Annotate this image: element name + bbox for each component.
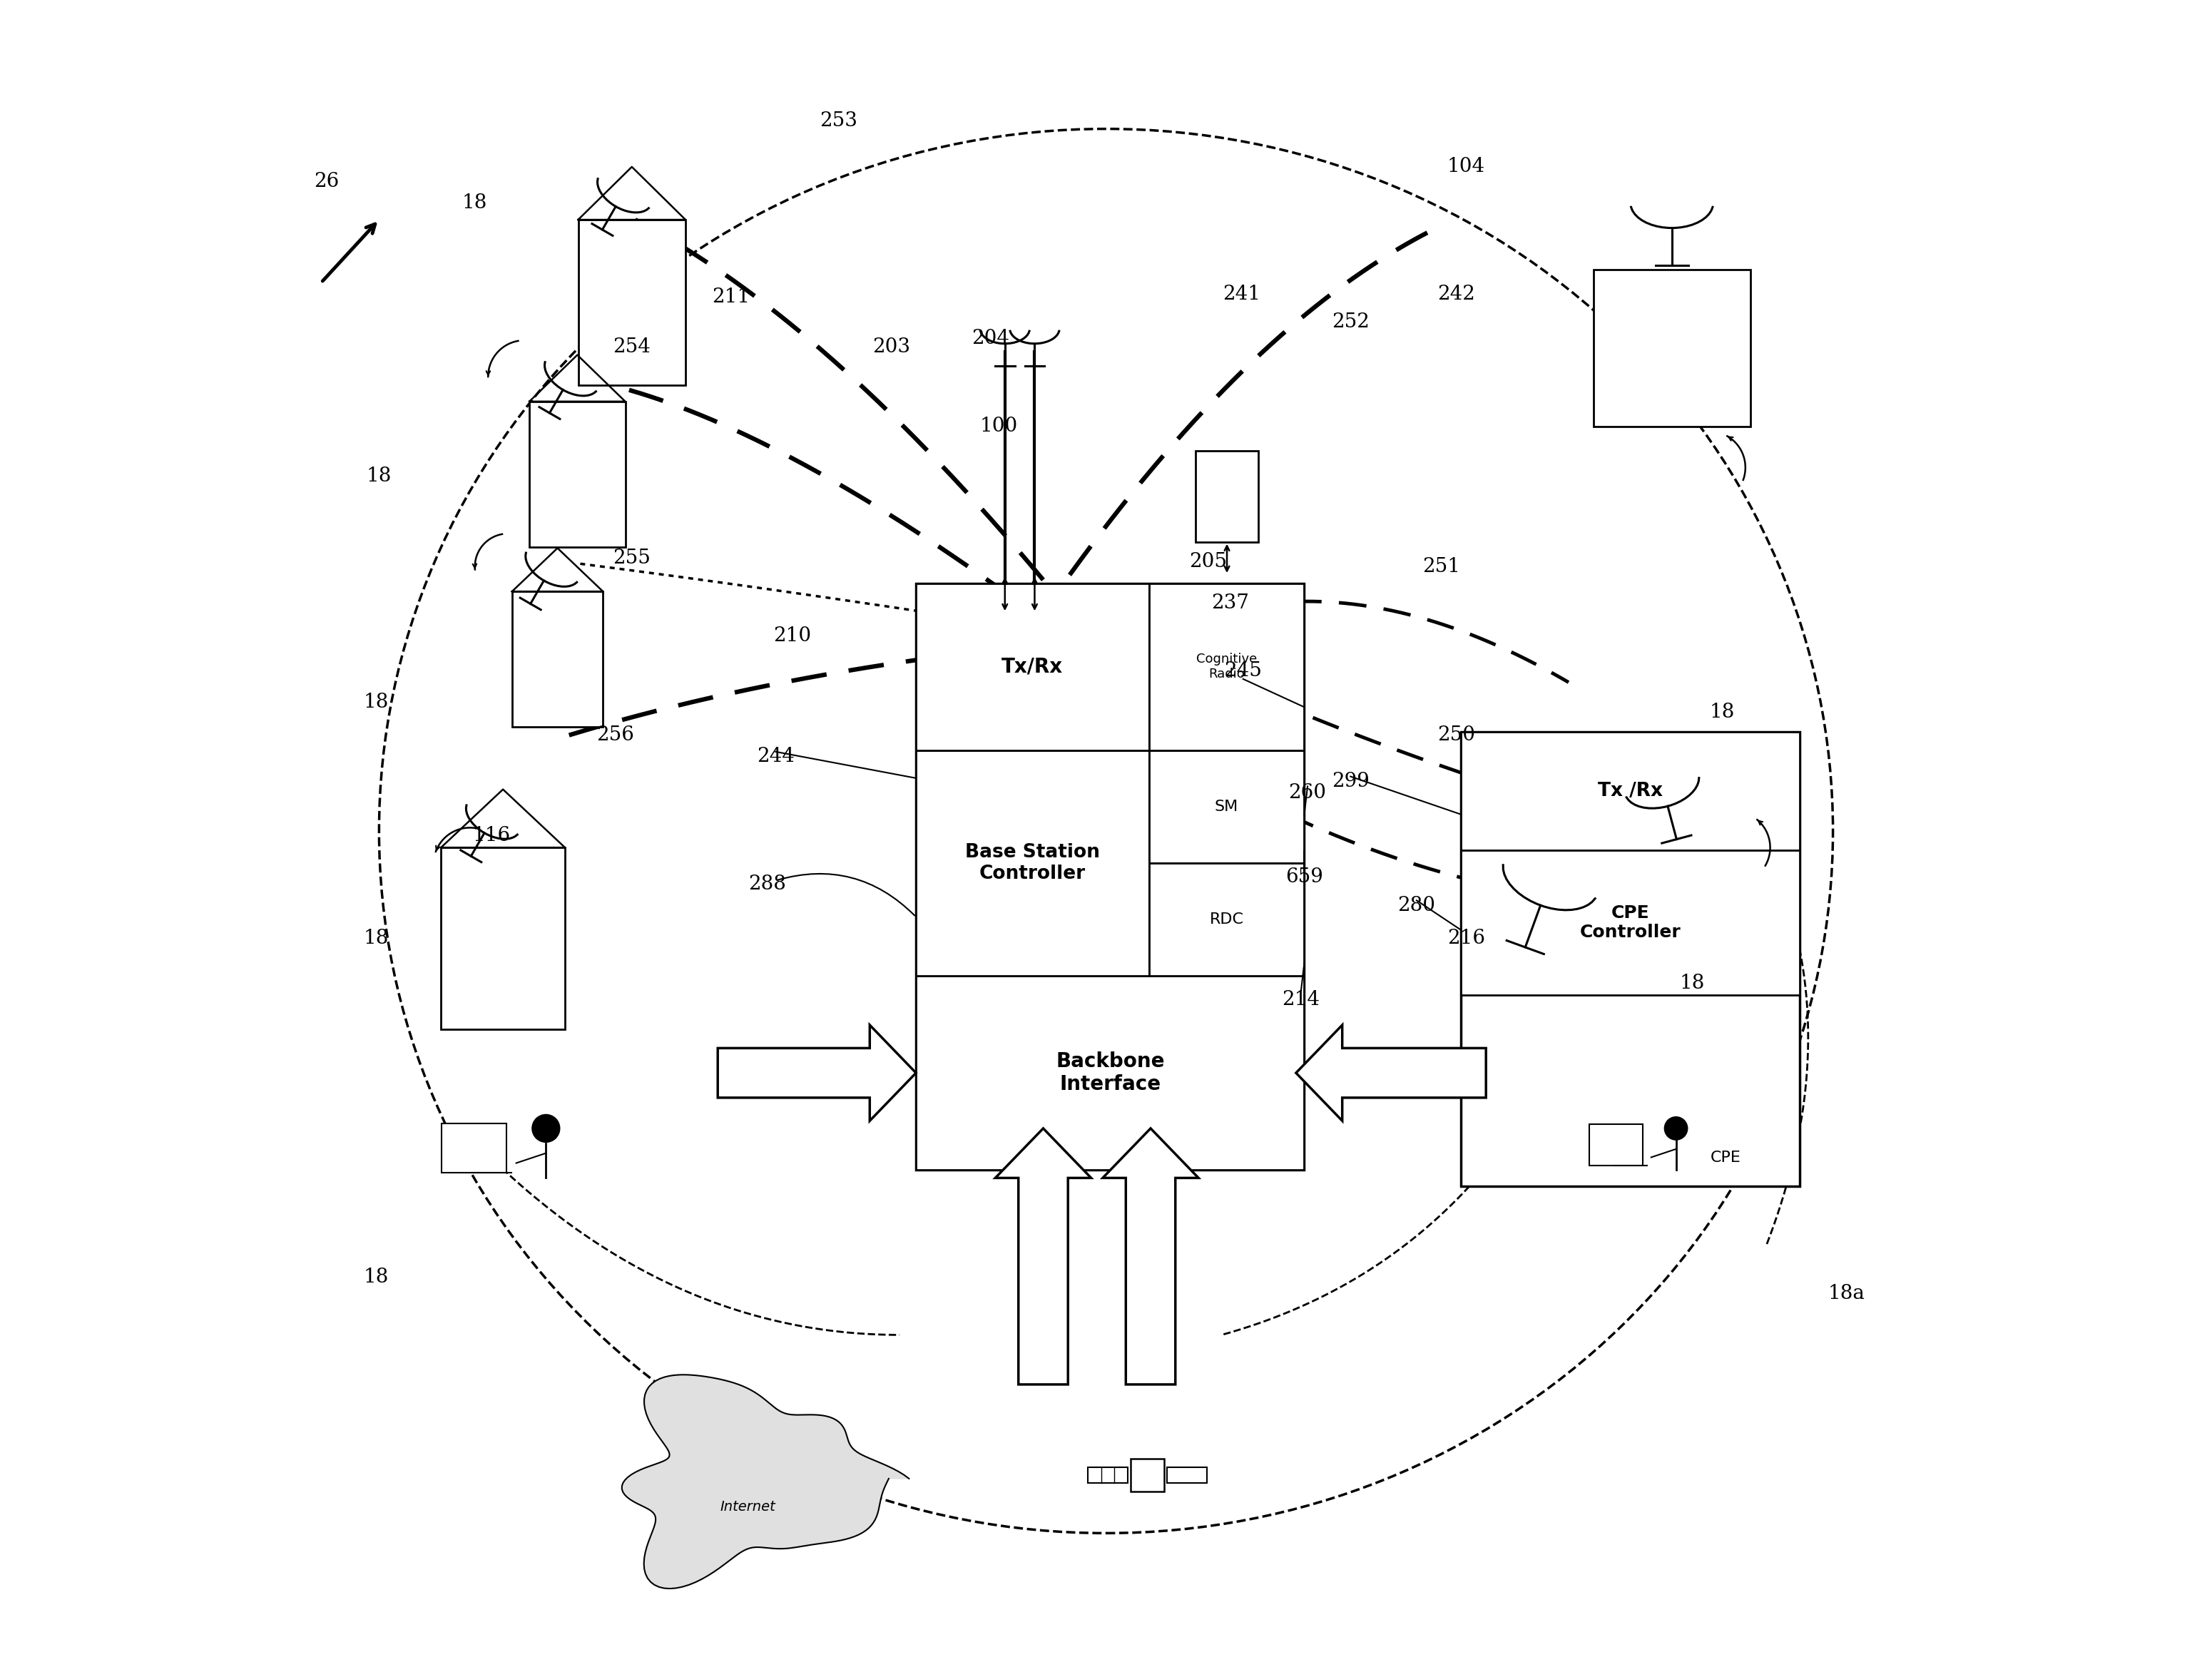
Bar: [1130, 1459, 1164, 1492]
Text: 210: 210: [774, 627, 812, 645]
Bar: [1462, 849, 1801, 996]
Polygon shape: [622, 1374, 909, 1589]
Text: 203: 203: [872, 337, 909, 357]
Text: 241: 241: [1223, 284, 1261, 304]
Text: 253: 253: [818, 111, 858, 130]
Bar: [440, 848, 564, 1029]
Bar: [577, 219, 686, 386]
Text: Tx /Rx: Tx /Rx: [1597, 781, 1663, 799]
Text: 18: 18: [462, 193, 487, 213]
Text: 216: 216: [1447, 929, 1484, 947]
Text: 18: 18: [363, 929, 389, 947]
Text: 659: 659: [1285, 868, 1323, 888]
Text: 255: 255: [613, 548, 650, 568]
Bar: [916, 976, 1305, 1170]
Text: 254: 254: [613, 337, 650, 357]
Text: SM: SM: [1214, 799, 1239, 814]
Text: Base Station
Controller: Base Station Controller: [964, 843, 1099, 883]
Bar: [1462, 731, 1801, 1187]
Text: 299: 299: [1332, 771, 1369, 791]
Text: 245: 245: [1223, 661, 1263, 680]
Bar: [442, 1124, 507, 1173]
Text: 204: 204: [971, 329, 1009, 349]
Text: 244: 244: [757, 746, 794, 766]
Text: 252: 252: [1332, 312, 1369, 332]
FancyArrow shape: [1104, 1128, 1199, 1384]
Bar: [916, 583, 1305, 1170]
Bar: [916, 583, 1148, 750]
Bar: [529, 402, 626, 547]
Bar: [1168, 1468, 1208, 1483]
Text: 26: 26: [314, 173, 338, 191]
FancyArrow shape: [1296, 1025, 1486, 1120]
Text: 242: 242: [1438, 284, 1475, 304]
Text: 237: 237: [1210, 593, 1250, 613]
Text: 250: 250: [1438, 726, 1475, 745]
Text: 18: 18: [363, 693, 389, 711]
Text: 251: 251: [1422, 557, 1460, 577]
Text: 116: 116: [473, 826, 511, 846]
Text: 104: 104: [1447, 158, 1484, 176]
FancyArrow shape: [717, 1025, 916, 1120]
Circle shape: [1663, 1117, 1688, 1140]
Bar: [1588, 1124, 1644, 1165]
Text: Internet: Internet: [719, 1501, 774, 1514]
Bar: [1194, 450, 1259, 542]
Bar: [1148, 750, 1305, 863]
Bar: [1619, 814, 1759, 939]
Text: 205: 205: [1190, 552, 1228, 572]
Text: 100: 100: [980, 417, 1018, 435]
Text: RDC: RDC: [1210, 912, 1243, 927]
Text: 256: 256: [597, 726, 635, 745]
Text: 18: 18: [367, 465, 392, 485]
Text: CPE
Controller: CPE Controller: [1579, 904, 1681, 941]
Bar: [1593, 269, 1750, 425]
Text: 18: 18: [1679, 974, 1705, 992]
Bar: [1462, 731, 1801, 849]
Circle shape: [533, 1115, 560, 1142]
Text: CPE: CPE: [1710, 1150, 1741, 1165]
Bar: [1088, 1468, 1128, 1483]
Text: 288: 288: [748, 874, 785, 894]
Text: Cognitive
Radio: Cognitive Radio: [1197, 653, 1256, 681]
Bar: [511, 592, 604, 726]
Bar: [1148, 863, 1305, 976]
FancyArrow shape: [995, 1128, 1091, 1384]
Text: 18a: 18a: [1827, 1285, 1865, 1303]
Text: Backbone
Interface: Backbone Interface: [1055, 1052, 1164, 1095]
Text: 280: 280: [1398, 896, 1436, 916]
Text: 18: 18: [1710, 703, 1734, 721]
Text: Tx/Rx: Tx/Rx: [1002, 656, 1064, 676]
Text: 211: 211: [712, 288, 750, 307]
Text: 214: 214: [1283, 991, 1321, 1009]
Bar: [916, 750, 1148, 976]
Text: 260: 260: [1290, 783, 1327, 803]
Bar: [1148, 583, 1305, 750]
Text: 18: 18: [363, 1268, 389, 1286]
